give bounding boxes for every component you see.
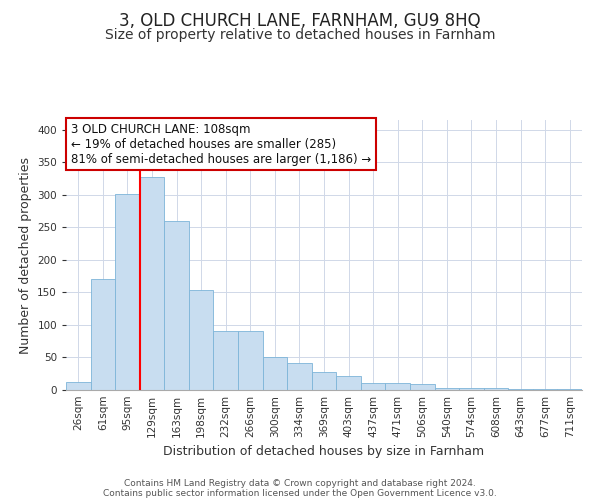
Bar <box>189 290 214 390</box>
Text: Contains public sector information licensed under the Open Government Licence v3: Contains public sector information licen… <box>103 488 497 498</box>
Bar <box>287 362 312 390</box>
X-axis label: Distribution of detached houses by size in Farnham: Distribution of detached houses by size … <box>163 446 485 458</box>
Text: 3 OLD CHURCH LANE: 108sqm
← 19% of detached houses are smaller (285)
81% of semi: 3 OLD CHURCH LANE: 108sqm ← 19% of detac… <box>71 122 371 166</box>
Bar <box>557 388 582 390</box>
Bar <box>533 388 557 390</box>
Y-axis label: Number of detached properties: Number of detached properties <box>19 156 32 354</box>
Text: Contains HM Land Registry data © Crown copyright and database right 2024.: Contains HM Land Registry data © Crown c… <box>124 478 476 488</box>
Bar <box>459 388 484 390</box>
Bar <box>238 331 263 390</box>
Bar <box>385 383 410 390</box>
Bar <box>66 382 91 390</box>
Bar <box>263 358 287 390</box>
Bar <box>484 388 508 390</box>
Bar <box>115 194 140 390</box>
Bar <box>91 280 115 390</box>
Bar <box>140 176 164 390</box>
Text: 3, OLD CHURCH LANE, FARNHAM, GU9 8HQ: 3, OLD CHURCH LANE, FARNHAM, GU9 8HQ <box>119 12 481 30</box>
Bar <box>434 388 459 390</box>
Bar <box>312 372 336 390</box>
Bar <box>361 383 385 390</box>
Bar <box>336 376 361 390</box>
Text: Size of property relative to detached houses in Farnham: Size of property relative to detached ho… <box>105 28 495 42</box>
Bar <box>214 331 238 390</box>
Bar <box>410 384 434 390</box>
Bar <box>164 221 189 390</box>
